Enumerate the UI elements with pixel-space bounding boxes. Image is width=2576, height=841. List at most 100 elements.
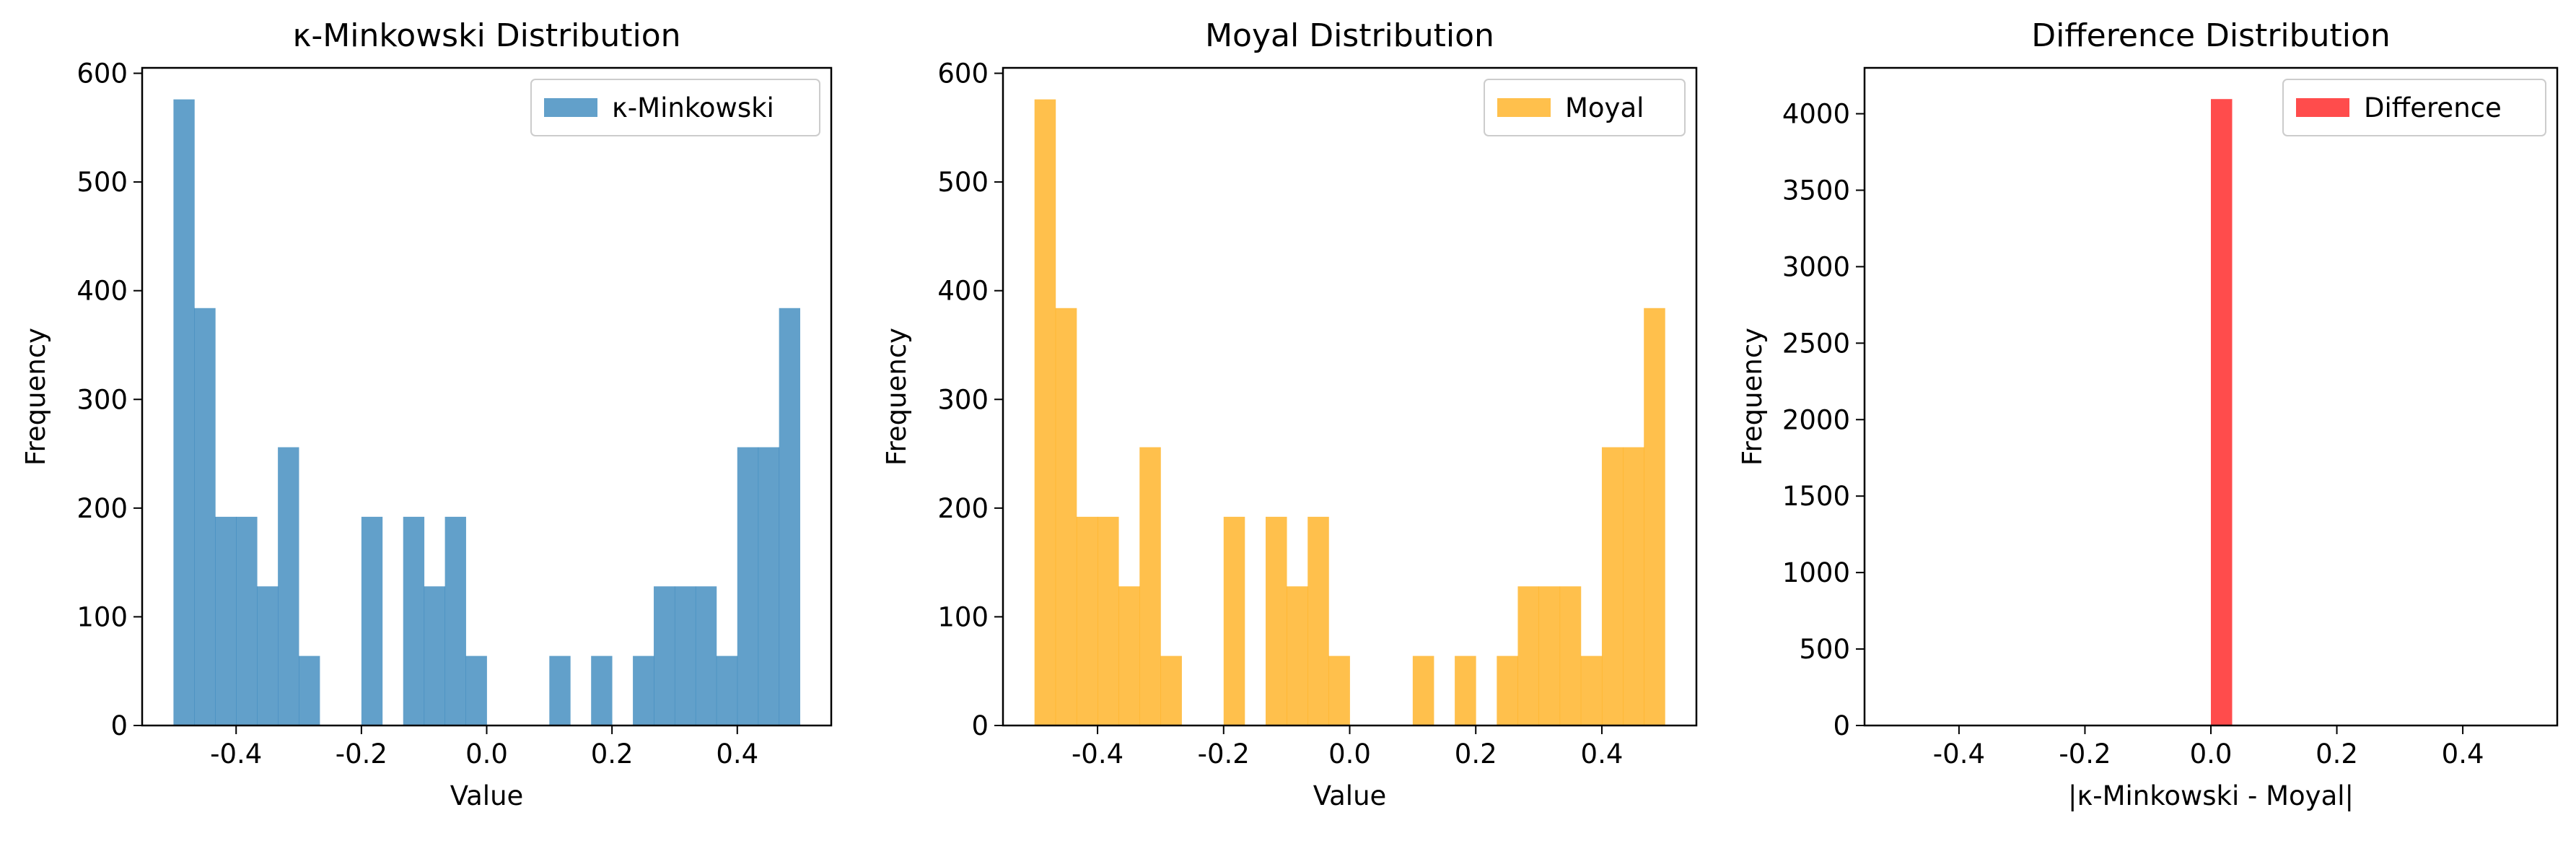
histogram-bar <box>1266 516 1287 725</box>
histogram-bar <box>173 99 195 725</box>
y-tick-label: 2500 <box>1782 328 1850 359</box>
legend-box <box>1484 79 1686 136</box>
y-tick-label: 1500 <box>1782 481 1850 512</box>
y-axis-ticks: 0 100 200 300 400 500 600 <box>76 58 142 741</box>
histogram-bar <box>716 655 738 725</box>
y-tick-label: 600 <box>76 58 128 90</box>
histogram-bar <box>654 586 675 725</box>
legend-box <box>530 79 820 136</box>
legend-label: κ-Minkowski <box>612 92 774 123</box>
x-tick-label: 0.0 <box>465 738 508 770</box>
legend: κ-Minkowski <box>530 79 820 136</box>
histogram-bar <box>1517 586 1539 725</box>
histogram-bar <box>465 655 487 725</box>
histogram-bar <box>1580 655 1603 725</box>
panel-kminkowski: κ-Minkowski Distribution -0.4 -0.2 0.0 0.2 0… <box>20 17 833 811</box>
histogram-bar <box>1328 655 1350 725</box>
histogram-bar <box>1623 447 1644 725</box>
y-tick-label: 300 <box>937 384 989 415</box>
chart-title: Difference Distribution <box>2031 17 2391 54</box>
histogram-bar <box>591 655 613 725</box>
x-axis-ticks: -0.4 -0.2 0.0 0.2 0.4 <box>1072 725 1623 770</box>
histogram-bar <box>236 516 258 725</box>
legend-swatch <box>544 98 597 117</box>
y-tick-label: 0 <box>1833 710 1850 741</box>
x-tick-label: 0.4 <box>716 738 758 770</box>
x-axis-ticks: -0.4 -0.2 0.0 0.2 0.4 <box>1933 725 2484 770</box>
y-tick-label: 500 <box>1799 634 1850 665</box>
x-tick-label: -0.2 <box>1198 738 1250 770</box>
histogram-bar <box>549 655 571 725</box>
y-axis-label: Frequency <box>20 328 51 466</box>
x-axis-label: Value <box>1313 780 1387 811</box>
histogram-bars <box>173 99 800 725</box>
y-tick-label: 500 <box>76 167 128 198</box>
y-tick-label: 0 <box>110 710 128 741</box>
y-tick-label: 3500 <box>1782 175 1850 206</box>
histogram-bar <box>674 586 696 725</box>
histogram-bar <box>2211 99 2233 725</box>
x-axis-label: |κ-Minkowski - Moyal| <box>2068 780 2354 811</box>
x-tick-label: 0.2 <box>1455 738 1497 770</box>
x-tick-label: 0.2 <box>2316 738 2358 770</box>
y-tick-label: 3000 <box>1782 251 1850 282</box>
x-axis-ticks: -0.4 -0.2 0.0 0.2 0.4 <box>210 725 758 770</box>
legend-label: Moyal <box>1565 92 1644 123</box>
histogram-bar <box>403 516 425 725</box>
histogram-bar <box>1287 586 1308 725</box>
histogram-bar <box>1559 586 1582 725</box>
histogram-bar <box>361 516 383 725</box>
y-tick-label: 1000 <box>1782 557 1850 588</box>
histogram-bar <box>1497 655 1518 725</box>
legend: Difference <box>2282 79 2546 136</box>
y-tick-label: 2000 <box>1782 404 1850 435</box>
histogram-bar <box>1160 655 1182 725</box>
histogram-bar <box>695 586 717 725</box>
histogram-bar <box>194 308 216 725</box>
x-tick-label: -0.4 <box>210 738 262 770</box>
y-axis-ticks: 0 100 200 300 400 500 600 <box>937 58 1003 741</box>
histogram-bar <box>215 516 237 725</box>
histogram-bar <box>737 447 759 725</box>
x-tick-label: -0.4 <box>1933 738 1985 770</box>
chart-title: κ-Minkowski Distribution <box>292 17 680 54</box>
x-tick-label: 0.0 <box>1328 738 1371 770</box>
x-tick-label: 0.4 <box>1581 738 1624 770</box>
y-tick-label: 600 <box>937 58 989 90</box>
histogram-bar <box>299 655 320 725</box>
histogram-bar <box>257 586 279 725</box>
histogram-bar <box>1055 308 1077 725</box>
chart-title: Moyal Distribution <box>1205 17 1494 54</box>
y-tick-label: 4000 <box>1782 99 1850 130</box>
x-tick-label: 0.2 <box>591 738 634 770</box>
y-axis-ticks: 0 500 1000 1500 2000 2500 3000 3500 4000 <box>1782 99 1865 741</box>
histogram-bar <box>779 308 800 725</box>
y-axis-label: Frequency <box>1737 328 1768 466</box>
histogram-bar <box>1139 447 1161 725</box>
histogram-bar <box>1307 516 1329 725</box>
y-tick-label: 200 <box>76 493 128 524</box>
histogram-bars <box>1034 99 1665 725</box>
legend-box <box>2282 79 2546 136</box>
x-tick-label: 0.4 <box>2442 738 2484 770</box>
y-tick-label: 400 <box>937 276 989 307</box>
x-tick-label: -0.2 <box>336 738 387 770</box>
panel-moyal: Moyal Distribution -0.4 -0.2 0.0 0.2 0.4 0 10… <box>881 17 1698 811</box>
histogram-bar <box>1644 308 1665 725</box>
histogram-bar <box>758 447 780 725</box>
x-tick-label: -0.2 <box>2059 738 2111 770</box>
legend-label: Difference <box>2364 92 2502 123</box>
legend-swatch <box>1497 98 1551 117</box>
y-tick-label: 100 <box>76 601 128 632</box>
histogram-bar <box>1538 586 1561 725</box>
legend: Moyal <box>1484 79 1686 136</box>
y-tick-label: 100 <box>937 601 989 632</box>
histogram-bar <box>1098 516 1119 725</box>
histogram-bar <box>1223 516 1245 725</box>
histogram-bar <box>444 516 466 725</box>
y-tick-label: 300 <box>76 384 128 415</box>
histogram-bar <box>1412 655 1434 725</box>
y-axis-label: Frequency <box>881 328 912 466</box>
y-tick-label: 400 <box>76 276 128 307</box>
